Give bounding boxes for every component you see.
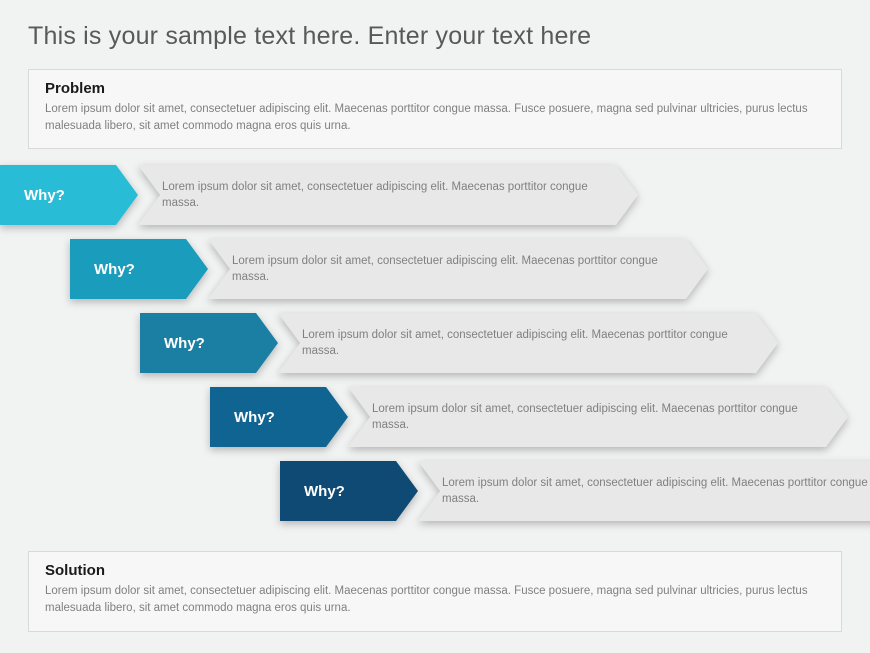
why-body-text: Lorem ipsum dolor sit amet, consectetuer… — [208, 253, 708, 285]
solution-box: Solution Lorem ipsum dolor sit amet, con… — [28, 551, 842, 631]
why-row-1: Why? Lorem ipsum dolor sit amet, consecte… — [0, 165, 638, 225]
why-row-3: Why? Lorem ipsum dolor sit amet, consecte… — [140, 313, 778, 373]
why-body-wrap: Lorem ipsum dolor sit amet, consectetuer… — [348, 387, 848, 447]
why-body-wrap: Lorem ipsum dolor sit amet, consectetuer… — [278, 313, 778, 373]
why-row-5: Why? Lorem ipsum dolor sit amet, consecte… — [280, 461, 870, 521]
why-body-wrap: Lorem ipsum dolor sit amet, consectetuer… — [418, 461, 870, 521]
slide: This is your sample text here. Enter you… — [0, 0, 870, 653]
solution-heading: Solution — [45, 562, 825, 579]
why-row-4: Why? Lorem ipsum dolor sit amet, consecte… — [210, 387, 848, 447]
why-label: Why? — [210, 387, 348, 447]
why-label: Why? — [0, 165, 138, 225]
solution-body: Lorem ipsum dolor sit amet, consectetuer… — [45, 583, 825, 616]
why-body-text: Lorem ipsum dolor sit amet, consectetuer… — [348, 401, 848, 433]
why-label: Why? — [140, 313, 278, 373]
why-label-text: Why? — [164, 335, 205, 352]
why-label: Why? — [280, 461, 418, 521]
problem-body: Lorem ipsum dolor sit amet, consectetuer… — [45, 101, 825, 134]
problem-heading: Problem — [45, 80, 825, 97]
five-whys-container: Why? Lorem ipsum dolor sit amet, consecte… — [28, 165, 842, 535]
why-body-text: Lorem ipsum dolor sit amet, consectetuer… — [418, 475, 870, 507]
why-label-text: Why? — [304, 483, 345, 500]
why-label-text: Why? — [24, 187, 65, 204]
why-row-2: Why? Lorem ipsum dolor sit amet, consecte… — [70, 239, 708, 299]
why-body-wrap: Lorem ipsum dolor sit amet, consectetuer… — [138, 165, 638, 225]
why-body-text: Lorem ipsum dolor sit amet, consectetuer… — [138, 179, 638, 211]
why-body-wrap: Lorem ipsum dolor sit amet, consectetuer… — [208, 239, 708, 299]
page-title: This is your sample text here. Enter you… — [28, 22, 842, 51]
why-label: Why? — [70, 239, 208, 299]
why-label-text: Why? — [234, 409, 275, 426]
why-body-text: Lorem ipsum dolor sit amet, consectetuer… — [278, 327, 778, 359]
why-label-text: Why? — [94, 261, 135, 278]
problem-box: Problem Lorem ipsum dolor sit amet, cons… — [28, 69, 842, 149]
